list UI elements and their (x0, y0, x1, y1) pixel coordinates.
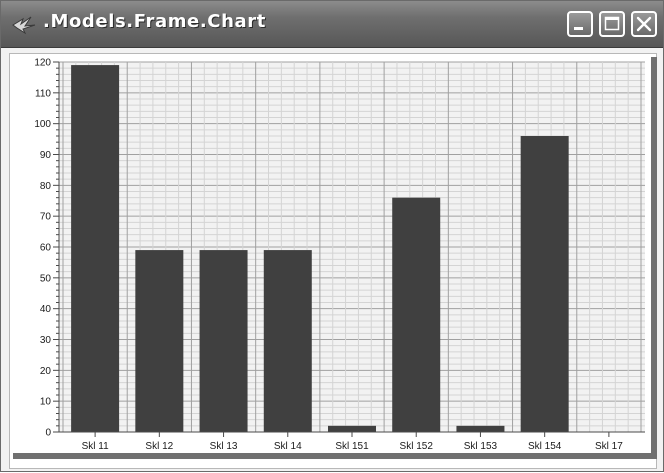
bar-skl-151 (328, 425, 376, 432)
y-tick-label: 20 (40, 366, 52, 377)
y-tick-label: 70 (40, 212, 52, 223)
title-bar[interactable]: .Models.Frame.Chart (1, 1, 663, 48)
close-icon (636, 16, 652, 32)
bar-skl-154 (520, 136, 569, 432)
x-tick-label: Skl 14 (274, 441, 302, 452)
y-tick-label: 80 (40, 181, 52, 192)
chart-frame (13, 57, 657, 459)
x-tick-label: Skl 17 (595, 441, 623, 452)
maximize-button[interactable] (599, 11, 625, 37)
bar-skl-13 (199, 250, 248, 432)
y-tick-label: 120 (34, 58, 51, 69)
bar-skl-153 (456, 425, 505, 432)
minimize-icon (574, 27, 583, 30)
x-tick-label: Skl 11 (82, 441, 109, 452)
y-tick-label: 50 (40, 273, 52, 284)
window-title: .Models.Frame.Chart (43, 11, 266, 32)
x-tick-label: Skl 13 (210, 441, 238, 452)
y-tick-label: 30 (40, 335, 52, 346)
x-tick-label: Skl 12 (145, 441, 173, 452)
bar-skl-12 (135, 250, 184, 432)
x-tick-label: Skl 153 (464, 441, 498, 452)
minimize-button[interactable] (567, 11, 593, 37)
x-tick-label: Skl 151 (335, 441, 369, 452)
y-tick-label: 90 (40, 150, 52, 161)
bar-skl-152 (392, 197, 441, 432)
y-tick-label: 40 (40, 304, 52, 315)
close-button[interactable] (631, 11, 657, 37)
y-tick-label: 110 (35, 88, 51, 99)
y-tick-label: 0 (45, 428, 51, 439)
bar-skl-11 (71, 65, 120, 432)
app-icon (12, 16, 36, 35)
maximize-icon (604, 16, 620, 31)
y-tick-label: 100 (34, 119, 51, 130)
y-tick-label: 10 (40, 397, 52, 408)
y-tick-label: 60 (40, 243, 52, 254)
x-tick-label: Skl 152 (400, 441, 434, 452)
x-tick-label: Skl 154 (528, 441, 562, 452)
bar-skl-14 (263, 250, 312, 432)
